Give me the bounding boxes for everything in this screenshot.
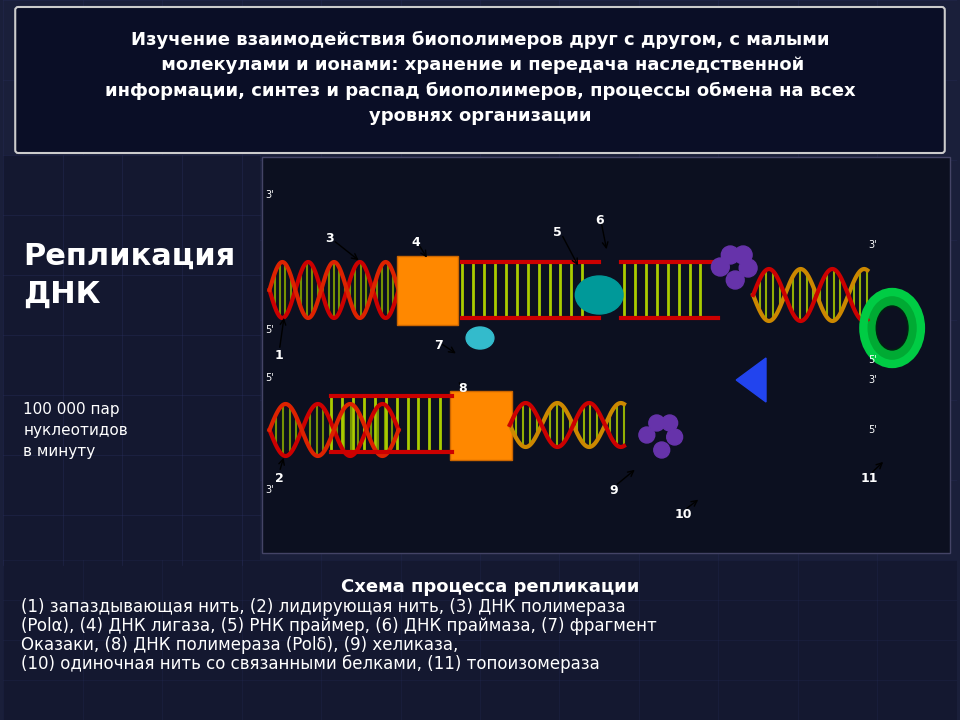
Text: 5': 5' <box>265 373 274 383</box>
Circle shape <box>661 415 678 431</box>
Ellipse shape <box>864 293 920 363</box>
Circle shape <box>739 259 757 277</box>
Text: 3': 3' <box>868 240 876 250</box>
Ellipse shape <box>467 327 493 349</box>
FancyBboxPatch shape <box>15 7 945 153</box>
Text: 7: 7 <box>434 338 443 351</box>
FancyBboxPatch shape <box>450 391 512 460</box>
Circle shape <box>711 258 730 276</box>
Text: Схема процесса репликации: Схема процесса репликации <box>341 578 639 596</box>
Text: 5': 5' <box>868 355 876 365</box>
Text: 5: 5 <box>553 225 562 238</box>
Circle shape <box>649 415 664 431</box>
Text: 4: 4 <box>411 235 420 248</box>
FancyBboxPatch shape <box>3 155 259 565</box>
Text: 100 000 пар
нуклеотидов
в минуту: 100 000 пар нуклеотидов в минуту <box>23 402 128 459</box>
Text: 2: 2 <box>275 472 284 485</box>
FancyBboxPatch shape <box>396 256 458 325</box>
Ellipse shape <box>575 276 623 314</box>
Text: 9: 9 <box>610 484 618 497</box>
Text: 5': 5' <box>868 425 876 435</box>
Text: 6: 6 <box>595 214 604 227</box>
Text: Изучение взаимодействия биополимеров друг с другом, с малыми
 молекулами и ионам: Изучение взаимодействия биополимеров дру… <box>105 31 855 125</box>
Text: 3: 3 <box>324 232 333 245</box>
Circle shape <box>734 246 752 264</box>
Ellipse shape <box>877 307 907 349</box>
Text: (Polα), (4) ДНК лигаза, (5) РНК праймер, (6) ДНК праймаза, (7) фрагмент: (Polα), (4) ДНК лигаза, (5) РНК праймер,… <box>21 617 657 635</box>
Circle shape <box>727 271 744 289</box>
Text: (10) одиночная нить со связанными белками, (11) топоизомераза: (10) одиночная нить со связанными белкам… <box>21 655 600 673</box>
Text: 3': 3' <box>265 485 274 495</box>
Text: 1: 1 <box>275 348 284 361</box>
Text: Оказаки, (8) ДНК полимераза (Polδ), (9) хеликаза,: Оказаки, (8) ДНК полимераза (Polδ), (9) … <box>21 636 459 654</box>
Circle shape <box>721 246 739 264</box>
FancyBboxPatch shape <box>261 157 949 553</box>
Text: 3': 3' <box>868 375 876 385</box>
Text: 8: 8 <box>458 382 467 395</box>
Polygon shape <box>736 358 766 402</box>
Text: 3': 3' <box>265 190 274 200</box>
Circle shape <box>666 429 683 445</box>
Text: Репликация
ДНК: Репликация ДНК <box>23 241 235 309</box>
FancyBboxPatch shape <box>3 560 957 720</box>
Circle shape <box>639 427 655 443</box>
Text: (1) запаздывающая нить, (2) лидирующая нить, (3) ДНК полимераза: (1) запаздывающая нить, (2) лидирующая н… <box>21 598 626 616</box>
Ellipse shape <box>876 306 908 350</box>
Text: 11: 11 <box>860 472 878 485</box>
Text: 10: 10 <box>675 508 692 521</box>
Circle shape <box>654 442 670 458</box>
Text: 5': 5' <box>265 325 274 335</box>
